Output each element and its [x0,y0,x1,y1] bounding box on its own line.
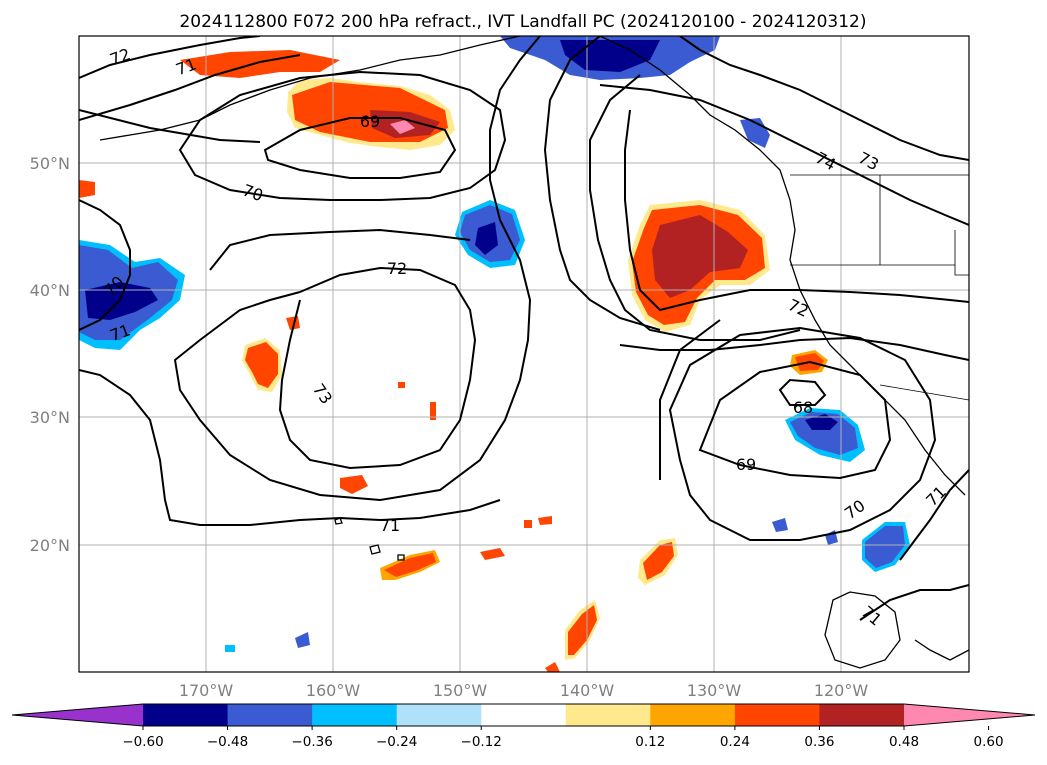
latitude-labels: 50°N 40°N 30°N 20°N [30,154,70,555]
map-area: 72 71 69 70 72 73 71 70 71 68 69 72 74 7… [79,36,969,672]
colorbar-tick-label: −0.24 [376,734,417,750]
refractivity-contours [79,36,969,621]
colorbar-segment [312,704,398,726]
colorbar-tick-label: 0.60 [974,734,1004,750]
colorbar-segment [481,704,567,726]
map-frame [78,35,970,673]
colorbar-tick-label: −0.60 [122,734,163,750]
colorbar-tick-label: 0.36 [804,734,834,750]
colorbar-extend-high [904,704,1035,726]
colorbar-tick-label: 0.48 [889,734,919,750]
colorbar-tick-label: −0.36 [291,734,332,750]
contour-label: 72 [387,259,407,278]
contour-label: 69 [360,112,380,131]
colorbar-tick-label: 0.12 [635,734,665,750]
contour-label: 71 [380,516,400,535]
anomaly-shading [79,36,910,672]
colorbar-extend-low [12,704,143,726]
longitude-labels: 170°W 160°W 150°W 140°W 130°W 120°W [179,681,869,700]
colorbar-tick-label: −0.12 [461,734,502,750]
lon-tick-label: 130°W [687,681,742,700]
colorbar-segment [227,704,313,726]
colorbar-segment [819,704,905,726]
colorbar-tick-label: 0.24 [720,734,750,750]
lat-tick-label: 50°N [30,154,70,173]
lon-tick-label: 160°W [306,681,361,700]
lon-tick-label: 150°W [433,681,488,700]
contour-label: 68 [793,398,813,417]
colorbar-segment [396,704,482,726]
lat-tick-label: 20°N [30,536,70,555]
colorbar-segment [565,704,651,726]
colorbar-tick-label: −0.48 [207,734,248,750]
colorbar-segment [143,704,229,726]
lat-tick-label: 40°N [30,281,70,300]
colorbar-segment [650,704,736,726]
lon-tick-label: 170°W [179,681,234,700]
colorbar-segment [734,704,820,726]
map-gridlines [79,36,969,672]
colorbar: −0.60 −0.48 −0.36 −0.24 −0.12 0.12 0.24 0.36 0.4… [11,703,1036,750]
lon-tick-label: 140°W [560,681,615,700]
contour-label: 69 [736,455,756,474]
lat-tick-label: 30°N [30,408,70,427]
state-borders [790,174,969,401]
lon-tick-label: 120°W [814,681,869,700]
map-title: 2024112800 F072 200 hPa refract., IVT La… [179,12,866,32]
